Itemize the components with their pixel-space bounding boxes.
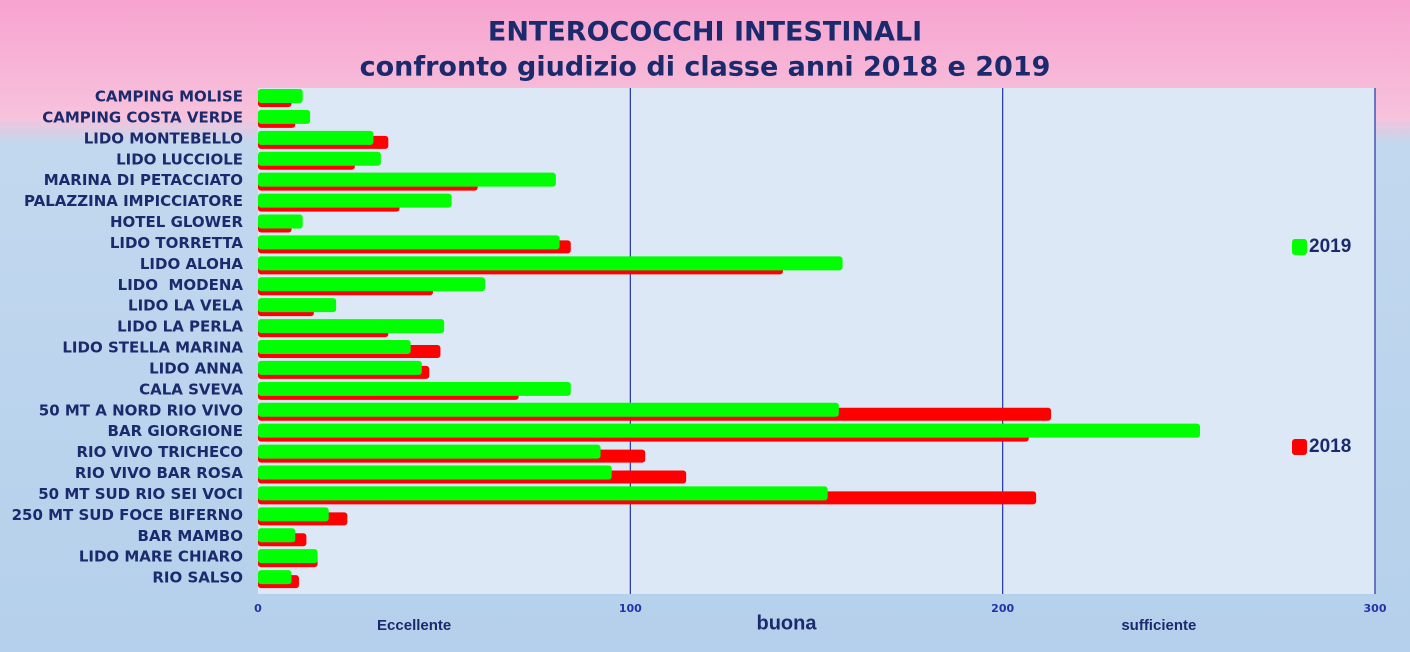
y-tick-label: LIDO ANNA (149, 359, 243, 377)
y-tick-label: 250 MT SUD FOCE BIFERNO (12, 506, 243, 524)
zone-label: Eccellente (377, 617, 451, 634)
legend-label: 2019 (1309, 236, 1351, 257)
bar (258, 151, 381, 166)
bar (258, 507, 329, 522)
y-tick-label: RIO VIVO TRICHECO (76, 443, 243, 461)
chart-title: ENTEROCOCCHI INTESTINALI (488, 17, 922, 48)
y-tick-label: 50 MT A NORD RIO VIVO (39, 401, 243, 419)
bar (258, 130, 374, 145)
y-tick-label: HOTEL GLOWER (110, 213, 243, 231)
x-tick-label: 200 (991, 602, 1014, 615)
y-tick-label: LIDO MODENA (118, 276, 244, 294)
legend-label: 2018 (1309, 436, 1351, 457)
y-tick-label: RIO VIVO BAR ROSA (75, 464, 244, 482)
y-tick-label: LIDO ALOHA (140, 255, 244, 273)
x-tick-label: 0 (254, 602, 262, 615)
bar (258, 235, 560, 250)
bar (258, 444, 601, 459)
y-tick-label: PALAZZINA IMPICCIATORE (24, 192, 243, 210)
legend-swatch (1292, 239, 1307, 255)
bar (258, 214, 303, 229)
bar (258, 570, 292, 585)
plot-area (258, 88, 1375, 594)
bar (258, 381, 571, 396)
x-tick-label: 300 (1364, 602, 1387, 615)
bar (258, 465, 612, 480)
bar (258, 423, 1201, 438)
plot: 0 100 200 300 Eccellente buona sufficiente CAMP… (12, 88, 1387, 635)
bar (258, 89, 303, 103)
bar (258, 528, 296, 543)
y-tick-label: LIDO MONTEBELLO (84, 129, 243, 147)
y-tick-label: MARINA DI PETACCIATO (44, 171, 243, 189)
y-tick-label: LIDO TORRETTA (110, 234, 244, 252)
y-tick-label: BAR MAMBO (138, 527, 243, 545)
bar (258, 319, 445, 334)
chart-subtitle: confronto giudizio di classe anni 2018 e… (360, 52, 1051, 83)
bar (258, 486, 828, 501)
y-tick-label: LIDO STELLA MARINA (62, 339, 243, 357)
bar (258, 340, 411, 354)
y-tick-label: 50 MT SUD RIO SEI VOCI (38, 485, 243, 503)
y-tick-label: LIDO LA PERLA (117, 318, 243, 336)
bar (258, 298, 337, 313)
zone-label: buona (757, 612, 818, 634)
x-tick-label: 100 (619, 602, 642, 615)
y-tick-label: LIDO LA VELA (128, 297, 243, 315)
legend-swatch (1292, 439, 1307, 455)
zone-label: sufficiente (1121, 617, 1196, 634)
bar (258, 172, 556, 187)
bar (258, 402, 839, 417)
bar (258, 193, 452, 208)
y-tick-label: BAR GIORGIONE (108, 422, 243, 440)
y-tick-label: LIDO MARE CHIARO (79, 548, 243, 566)
y-tick-label: LIDO LUCCIOLE (116, 150, 243, 168)
bar (258, 549, 318, 564)
bar (258, 109, 311, 124)
bar (258, 277, 486, 292)
y-tick-label: CAMPING COSTA VERDE (42, 108, 243, 126)
y-tick-label: CALA SVEVA (139, 380, 243, 398)
y-tick-label: RIO SALSO (152, 569, 243, 587)
bar (258, 360, 422, 375)
bar (258, 256, 843, 271)
y-tick-label: CAMPING MOLISE (95, 88, 243, 106)
